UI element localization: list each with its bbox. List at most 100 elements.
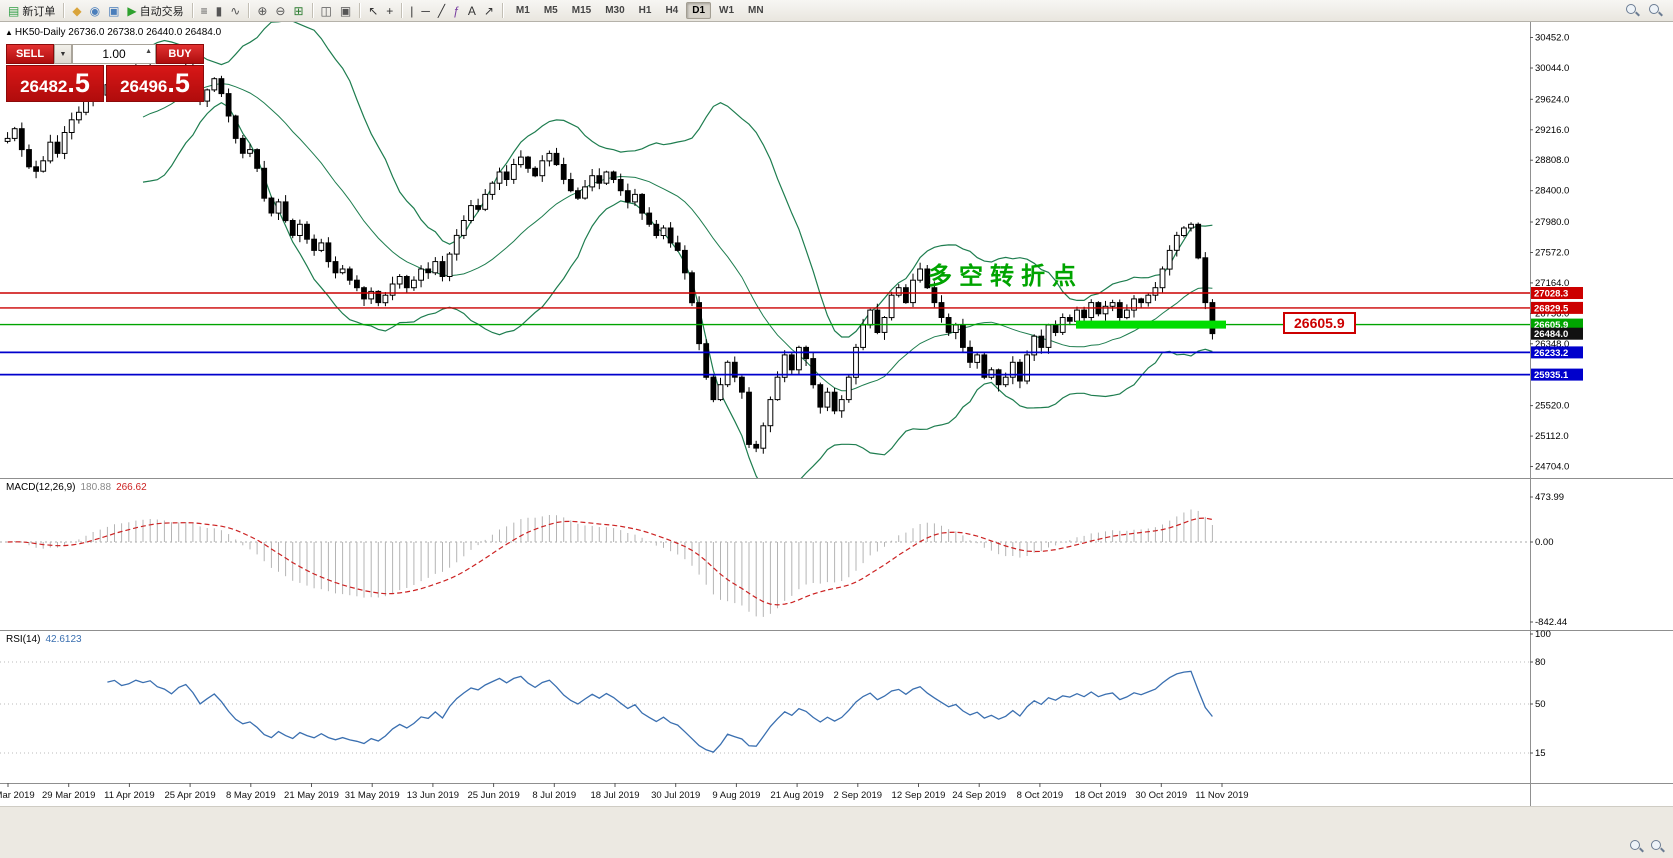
zoom-out-icon: ⊖ (275, 3, 286, 18)
macd-panel (0, 509, 1530, 617)
rsi-panel (0, 661, 1530, 754)
new-order-button[interactable]: ▤ 新订单 (4, 1, 59, 21)
navigator-button[interactable]: ◉ (86, 1, 104, 21)
new-chart-button[interactable]: ▣ (336, 1, 355, 21)
horizontal-line-button[interactable]: ─ (417, 1, 434, 21)
zoom-out-button[interactable]: ⊖ (271, 1, 289, 21)
candle-chart-button[interactable]: ▮ (212, 1, 227, 21)
market-watch-button[interactable]: ◆ (68, 1, 85, 21)
support-price-badge (1531, 368, 1583, 381)
vertical-line-icon: | (410, 3, 414, 18)
symbol-marker-icon: ▲ (5, 28, 13, 37)
price-axis[interactable]: 30452.0 30044.0 29624.0 29216.0 28808.0 28400… (1530, 33, 1583, 760)
bottom-search-icon[interactable] (1629, 839, 1644, 854)
arrow-marker-icon: ↗ (483, 3, 494, 18)
svg-text:8 Jul 2019: 8 Jul 2019 (532, 790, 576, 801)
chart-annotation-text: 多空转折点 (928, 263, 1083, 290)
svg-text:25112.0: 25112.0 (1535, 431, 1569, 442)
toolbar-separator (311, 3, 313, 18)
svg-text:27980.0: 27980.0 (1535, 217, 1569, 228)
order-type-dropdown[interactable]: ▼ (54, 44, 72, 64)
search-symbols-icon[interactable] (1625, 3, 1640, 18)
autotrade-button-label: 自动交易 (139, 5, 184, 18)
buy-button[interactable]: BUY (156, 44, 204, 64)
svg-text:18 Jul 2019: 18 Jul 2019 (590, 790, 639, 801)
terminal-icon: ▣ (108, 3, 120, 18)
tile-windows-icon: ◫ (320, 3, 332, 18)
timeframe-group: M1 M5 M15 M30 H1 H4 D1 W1 MN (509, 2, 771, 19)
grid-button[interactable]: ⊞ (289, 1, 307, 21)
toolbar-separator (248, 3, 250, 18)
volume-value: 1.00 (102, 47, 126, 61)
timeframe-m30[interactable]: M30 (599, 2, 630, 19)
search-icon[interactable] (1648, 3, 1663, 18)
support-price-badge (1531, 346, 1583, 359)
chart-canvas[interactable]: 30452.0 30044.0 29624.0 29216.0 28808.0 28400… (0, 22, 1673, 806)
line-chart-button[interactable]: ∿ (226, 1, 244, 21)
svg-text:80: 80 (1535, 657, 1546, 668)
svg-text:50: 50 (1535, 699, 1546, 710)
time-axis[interactable]: 19 Mar 2019 29 Mar 2019 11 Apr 2019 25 Apr … (0, 783, 1249, 801)
buy-price[interactable]: 26496.5 (106, 65, 204, 102)
macd-name: MACD(12,26,9) (6, 482, 76, 493)
timeframe-h4[interactable]: H4 (659, 2, 684, 19)
timeframe-h1[interactable]: H1 (633, 2, 658, 19)
resistance-price-badge (1531, 287, 1583, 299)
market-watch-icon: ◆ (72, 3, 82, 18)
arrows-button[interactable]: ↗ (480, 1, 498, 21)
autotrade-button[interactable]: ▶ 自动交易 (123, 1, 187, 21)
new-order-button-label: 新订单 (22, 5, 56, 18)
svg-text:28808.0: 28808.0 (1535, 155, 1569, 166)
highlight-zone[interactable] (1076, 320, 1226, 329)
chart-window: 30452.0 30044.0 29624.0 29216.0 28808.0 28400… (0, 22, 1673, 806)
grid-icon: ⊞ (293, 3, 304, 18)
svg-text:26605.9: 26605.9 (1534, 320, 1568, 331)
one-click-trading-panel: SELL ▼ 1.00 ▲ BUY 26482.5 26496.5 (6, 44, 204, 102)
cursor-button[interactable]: ↖ (364, 1, 382, 21)
svg-text:21 Aug 2019: 21 Aug 2019 (770, 790, 823, 801)
vertical-line-button[interactable]: | (406, 1, 417, 21)
trendline-button[interactable]: ╱ (434, 1, 449, 21)
svg-text:11 Nov 2019: 11 Nov 2019 (1195, 790, 1248, 801)
svg-text:8 Oct 2019: 8 Oct 2019 (1017, 790, 1063, 801)
svg-text:473.99: 473.99 (1535, 492, 1564, 503)
timeframe-m15[interactable]: M15 (566, 2, 597, 19)
timeframe-m1[interactable]: M1 (510, 2, 536, 19)
zoom-in-icon: ⊕ (257, 3, 268, 18)
fibonacci-button[interactable]: ƒ (449, 1, 464, 21)
macd-indicator-label: MACD(12,26,9) 180.88 266.62 (6, 482, 147, 493)
crosshair-button[interactable]: + (382, 1, 397, 21)
zoom-in-button[interactable]: ⊕ (253, 1, 271, 21)
svg-text:26829.5: 26829.5 (1534, 303, 1569, 314)
current-price-badge (1531, 327, 1583, 340)
svg-text:0.00: 0.00 (1535, 537, 1554, 548)
timeframe-w1[interactable]: W1 (713, 2, 740, 19)
volume-up-icon[interactable]: ▲ (145, 48, 152, 55)
sell-button[interactable]: SELL (6, 44, 54, 64)
tile-windows-button[interactable]: ◫ (317, 1, 336, 21)
svg-text:26348.0: 26348.0 (1535, 339, 1569, 350)
svg-text:9 Aug 2019: 9 Aug 2019 (712, 790, 760, 801)
bar-chart-button[interactable]: ≡ (197, 1, 212, 21)
macd-main-value: 180.88 (80, 482, 112, 493)
svg-text:25520.0: 25520.0 (1535, 401, 1569, 412)
terminal-button[interactable]: ▣ (104, 1, 123, 21)
svg-text:18 Oct 2019: 18 Oct 2019 (1075, 790, 1127, 801)
symbol-ohlc-text: HK50-Daily 26736.0 26738.0 26440.0 26484… (14, 27, 222, 38)
svg-text:26233.2: 26233.2 (1534, 348, 1568, 359)
bottom-zoom-icon[interactable] (1650, 839, 1665, 854)
svg-text:27164.0: 27164.0 (1535, 278, 1569, 289)
svg-text:13 Jun 2019: 13 Jun 2019 (407, 790, 459, 801)
svg-text:15: 15 (1535, 748, 1546, 759)
new-chart-icon: ▣ (339, 3, 352, 18)
fibonacci-icon: ƒ (453, 3, 460, 18)
timeframe-d1[interactable]: D1 (686, 2, 712, 19)
timeframe-m5[interactable]: M5 (538, 2, 564, 19)
text-button[interactable]: A (464, 1, 480, 21)
volume-input[interactable]: 1.00 ▲ (72, 44, 156, 64)
timeframe-mn[interactable]: MN (742, 2, 770, 19)
toolbar-separator (359, 3, 361, 18)
sell-price[interactable]: 26482.5 (6, 65, 104, 102)
resistance-price-badge (1531, 301, 1583, 314)
rsi-name: RSI(14) (6, 634, 41, 645)
